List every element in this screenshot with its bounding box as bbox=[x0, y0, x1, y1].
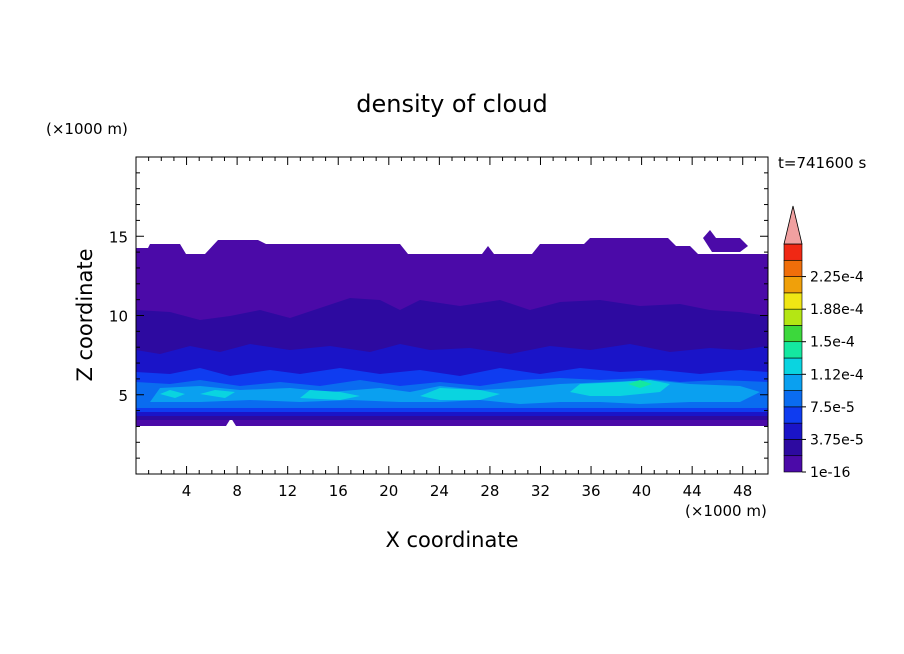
x-tick-label: 48 bbox=[733, 482, 752, 500]
colorbar-label: 2.25e-4 bbox=[810, 270, 864, 286]
x-axis-label: X coordinate bbox=[385, 528, 518, 552]
y-tick-label: 5 bbox=[118, 387, 128, 405]
colorbar-swatch bbox=[783, 292, 803, 310]
x-tick-label: 12 bbox=[278, 482, 297, 500]
cloud-blob bbox=[703, 230, 748, 252]
x-unit-label: (×1000 m) bbox=[685, 502, 767, 520]
time-label: t=741600 s bbox=[778, 154, 866, 172]
x-tick-label: 28 bbox=[480, 482, 499, 500]
colorbar-swatch bbox=[783, 439, 803, 457]
chart-title: density of cloud bbox=[356, 90, 547, 118]
x-tick-label: 40 bbox=[632, 482, 651, 500]
colorbar-swatch bbox=[783, 276, 803, 294]
colorbar-swatch bbox=[783, 422, 803, 440]
x-tick-label: 44 bbox=[683, 482, 702, 500]
colorbar-swatch bbox=[783, 390, 803, 408]
y-tick-label: 15 bbox=[109, 228, 128, 246]
x-tick-label: 32 bbox=[531, 482, 550, 500]
x-tick-label: 4 bbox=[182, 482, 192, 500]
colorbar-swatch bbox=[783, 243, 803, 261]
y-tick-label: 10 bbox=[109, 308, 128, 326]
x-tick-label: 16 bbox=[329, 482, 348, 500]
x-tick-label: 24 bbox=[430, 482, 449, 500]
colorbar-swatch bbox=[783, 455, 803, 473]
colorbar-label: 1e-16 bbox=[810, 465, 850, 481]
colorbar-swatch bbox=[783, 325, 803, 343]
colorbar-swatch bbox=[783, 406, 803, 424]
colorbar-label: 1.88e-4 bbox=[810, 302, 864, 318]
x-tick-label: 20 bbox=[379, 482, 398, 500]
x-tick-label: 36 bbox=[581, 482, 600, 500]
y-unit-label: (×1000 m) bbox=[46, 120, 128, 138]
x-tick-label: 8 bbox=[232, 482, 242, 500]
colorbar-label: 1.5e-4 bbox=[810, 335, 855, 351]
cloud-layer-7 bbox=[628, 380, 652, 388]
colorbar-swatch bbox=[783, 259, 803, 277]
colorbar-swatch bbox=[783, 308, 803, 326]
y-axis-label: Z coordinate bbox=[73, 248, 97, 381]
colorbar-swatch bbox=[783, 341, 803, 359]
colorbar: 1e-16 3.75e-5 7.5e-5 1.12e-4 1.5e-4 1.88e-4 2.… bbox=[783, 205, 864, 481]
plot-fills bbox=[136, 230, 768, 426]
colorbar-swatch bbox=[783, 357, 803, 375]
colorbar-label: 7.5e-5 bbox=[810, 400, 855, 416]
colorbar-swatch bbox=[783, 373, 803, 391]
colorbar-label: 3.75e-5 bbox=[810, 432, 864, 448]
colorbar-overflow-arrow bbox=[783, 205, 803, 245]
colorbar-label: 1.12e-4 bbox=[810, 367, 864, 383]
